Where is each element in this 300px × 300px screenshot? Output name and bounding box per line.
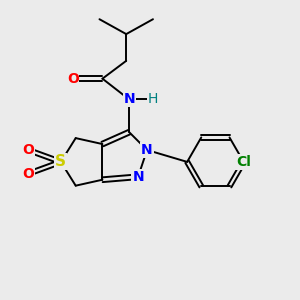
Text: N: N — [141, 143, 153, 157]
Text: H: H — [148, 92, 158, 106]
Text: O: O — [22, 143, 34, 157]
Text: O: O — [67, 72, 79, 86]
Text: N: N — [132, 170, 144, 184]
Text: N: N — [123, 92, 135, 106]
Text: O: O — [22, 167, 34, 181]
Text: S: S — [55, 154, 66, 169]
Text: Cl: Cl — [236, 155, 251, 169]
